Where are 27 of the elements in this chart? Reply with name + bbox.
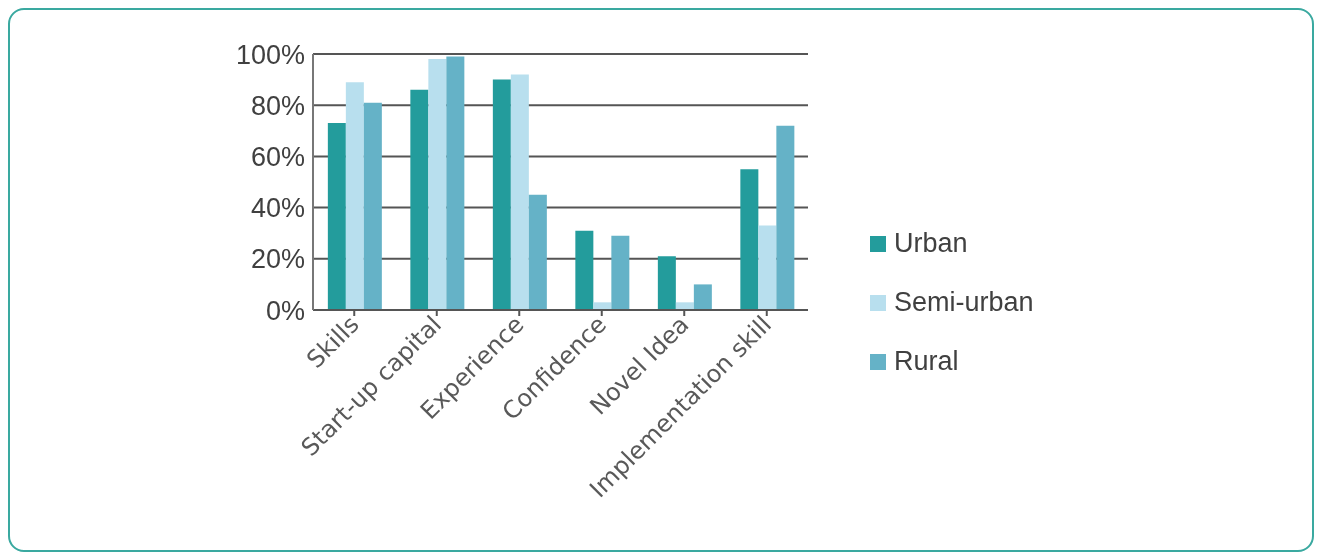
bar (410, 89, 429, 310)
bar (363, 102, 382, 310)
bar (327, 123, 346, 310)
bar (510, 74, 529, 310)
bar (758, 225, 777, 310)
legend-label: Semi-urban (893, 287, 1034, 318)
y-tick-label: 20% (250, 244, 305, 275)
y-tick-label: 40% (250, 193, 305, 224)
legend-label: Rural (893, 346, 960, 377)
bar (528, 194, 547, 310)
y-tick-label: 0% (265, 295, 305, 326)
bar (611, 235, 630, 310)
bar (575, 230, 594, 310)
bar (428, 59, 447, 310)
y-tick-label: 60% (250, 141, 305, 172)
bar (693, 284, 712, 310)
y-tick-label: 100% (235, 39, 305, 70)
bar (593, 302, 612, 310)
bar (446, 56, 465, 310)
bar (657, 256, 676, 310)
bar (345, 82, 364, 310)
bar (492, 79, 511, 310)
y-tick-label: 80% (250, 90, 305, 121)
bar (675, 302, 694, 310)
bar (740, 169, 759, 310)
legend-label: Urban (893, 228, 969, 259)
bar (776, 125, 795, 310)
